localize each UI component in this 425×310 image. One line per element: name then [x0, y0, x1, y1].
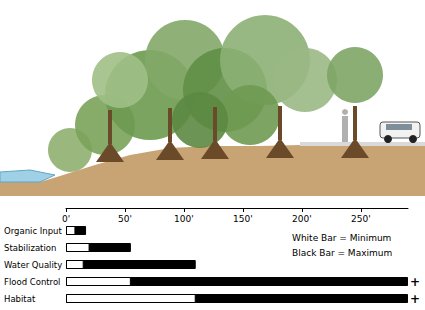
- svg-text:+: +: [410, 292, 420, 306]
- svg-text:50': 50': [118, 214, 132, 224]
- svg-text:White Bar = Minimum: White Bar = Minimum: [292, 233, 391, 243]
- svg-text:200': 200': [292, 214, 312, 224]
- svg-text:Flood Control: Flood Control: [4, 277, 60, 287]
- svg-text:Water Quality: Water Quality: [4, 260, 62, 270]
- svg-text:150': 150': [233, 214, 253, 224]
- svg-text:Habitat: Habitat: [4, 294, 36, 304]
- svg-text:Black Bar = Maximum: Black Bar = Maximum: [292, 248, 392, 258]
- svg-text:+: +: [410, 275, 420, 289]
- svg-text:250': 250': [351, 214, 371, 224]
- svg-text:0': 0': [62, 214, 70, 224]
- svg-text:Organic Input: Organic Input: [4, 226, 62, 236]
- svg-text:Stabilization: Stabilization: [4, 243, 56, 253]
- svg-text:100': 100': [174, 214, 194, 224]
